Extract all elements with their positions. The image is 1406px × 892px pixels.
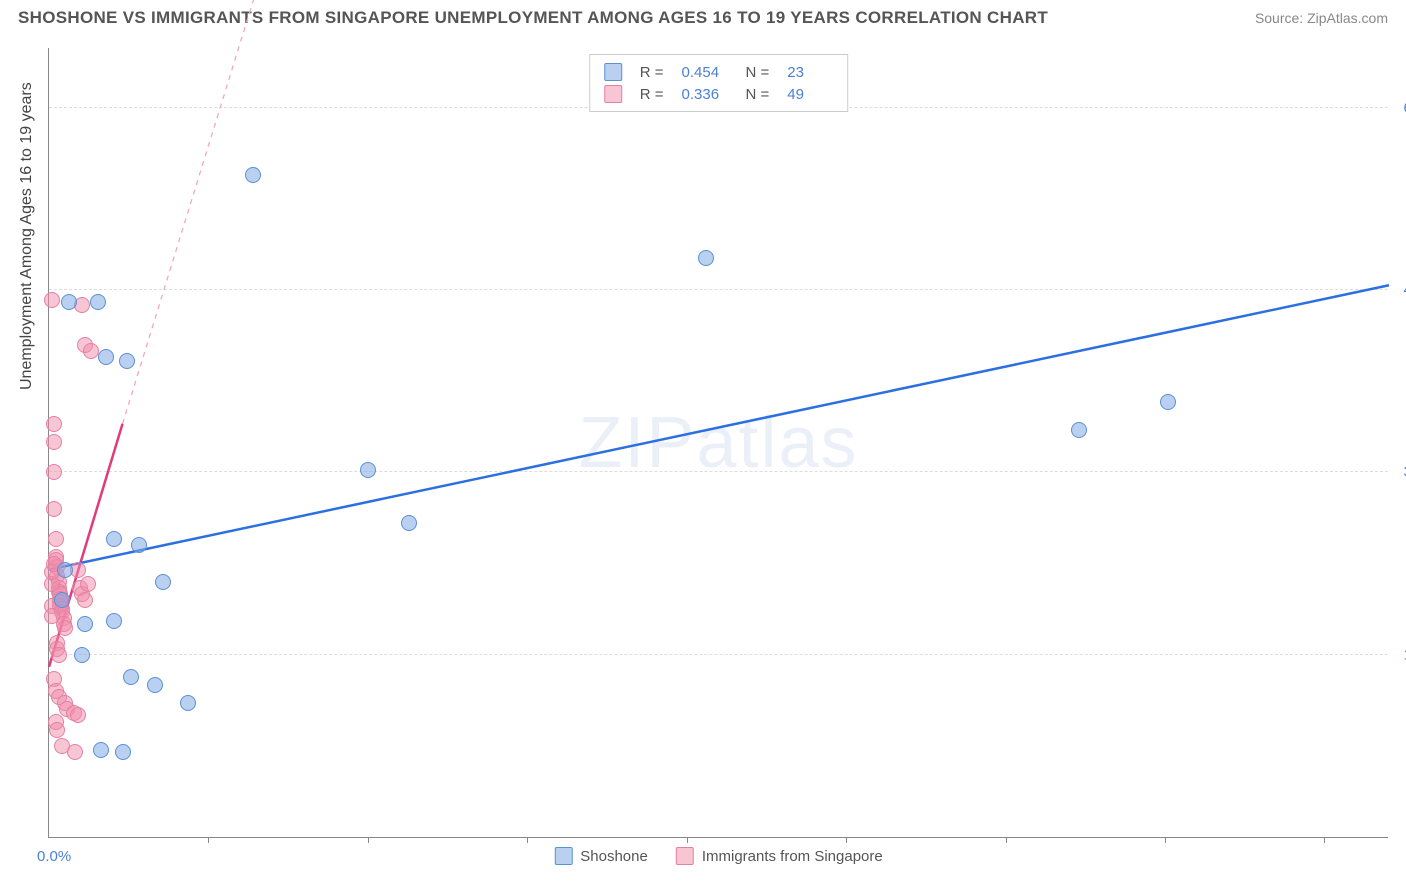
data-point-shoshone (57, 562, 73, 578)
data-point-singapore (44, 608, 60, 624)
legend-label: Immigrants from Singapore (702, 848, 883, 865)
scatter-chart: ZIPatlas 15.0%30.0%45.0%60.0% R = 0.454 … (48, 48, 1388, 838)
data-point-shoshone (119, 353, 135, 369)
swatch-icon (554, 847, 572, 865)
data-point-singapore (49, 722, 65, 738)
data-point-singapore (80, 576, 96, 592)
legend-item-singapore: Immigrants from Singapore (676, 847, 883, 865)
n-label: N = (746, 86, 770, 103)
r-label: R = (640, 64, 664, 81)
data-point-singapore (67, 744, 83, 760)
legend-item-shoshone: Shoshone (554, 847, 648, 865)
trend-lines (49, 47, 1389, 837)
header-bar: SHOSHONE VS IMMIGRANTS FROM SINGAPORE UN… (0, 0, 1406, 40)
chart-title: SHOSHONE VS IMMIGRANTS FROM SINGAPORE UN… (18, 8, 1048, 28)
source-label: Source: ZipAtlas.com (1255, 10, 1388, 26)
data-point-shoshone (1071, 422, 1087, 438)
data-point-singapore (77, 592, 93, 608)
data-point-singapore (70, 707, 86, 723)
x-axis-min-label: 0.0% (37, 848, 71, 865)
data-point-singapore (46, 501, 62, 517)
data-point-singapore (46, 464, 62, 480)
n-value: 23 (787, 64, 833, 81)
data-point-shoshone (245, 167, 261, 183)
legend-row-singapore: R = 0.336 N = 49 (604, 83, 834, 105)
swatch-icon (604, 85, 622, 103)
data-point-shoshone (74, 647, 90, 663)
x-tick (1324, 837, 1325, 843)
x-tick (368, 837, 369, 843)
data-point-shoshone (401, 515, 417, 531)
data-point-shoshone (123, 669, 139, 685)
y-axis-title: Unemployment Among Ages 16 to 19 years (18, 82, 36, 390)
x-tick (1006, 837, 1007, 843)
x-tick (527, 837, 528, 843)
data-point-shoshone (180, 695, 196, 711)
legend-top: R = 0.454 N = 23 R = 0.336 N = 49 (589, 54, 849, 112)
data-point-shoshone (90, 294, 106, 310)
data-point-shoshone (1160, 394, 1176, 410)
data-point-shoshone (115, 744, 131, 760)
data-point-singapore (46, 416, 62, 432)
legend-label: Shoshone (580, 848, 648, 865)
data-point-shoshone (106, 531, 122, 547)
data-point-shoshone (98, 349, 114, 365)
swatch-icon (604, 63, 622, 81)
legend-row-shoshone: R = 0.454 N = 23 (604, 61, 834, 83)
data-point-singapore (83, 343, 99, 359)
gridline: 30.0% (49, 471, 1388, 472)
data-point-shoshone (61, 294, 77, 310)
data-point-shoshone (77, 616, 93, 632)
x-tick (846, 837, 847, 843)
data-point-shoshone (360, 462, 376, 478)
data-point-singapore (46, 434, 62, 450)
data-point-shoshone (147, 677, 163, 693)
r-value: 0.336 (682, 86, 728, 103)
gridline: 15.0% (49, 654, 1388, 655)
gridline: 45.0% (49, 289, 1388, 290)
data-point-shoshone (54, 592, 70, 608)
data-point-singapore (57, 620, 73, 636)
data-point-shoshone (131, 537, 147, 553)
data-point-shoshone (698, 250, 714, 266)
legend-bottom: Shoshone Immigrants from Singapore (554, 847, 882, 865)
data-point-singapore (44, 292, 60, 308)
x-tick (1165, 837, 1166, 843)
n-label: N = (746, 64, 770, 81)
data-point-shoshone (106, 613, 122, 629)
r-value: 0.454 (682, 64, 728, 81)
data-point-singapore (48, 531, 64, 547)
swatch-icon (676, 847, 694, 865)
r-label: R = (640, 86, 664, 103)
data-point-singapore (51, 647, 67, 663)
x-tick (687, 837, 688, 843)
n-value: 49 (787, 86, 833, 103)
data-point-shoshone (93, 742, 109, 758)
x-tick (208, 837, 209, 843)
data-point-shoshone (155, 574, 171, 590)
